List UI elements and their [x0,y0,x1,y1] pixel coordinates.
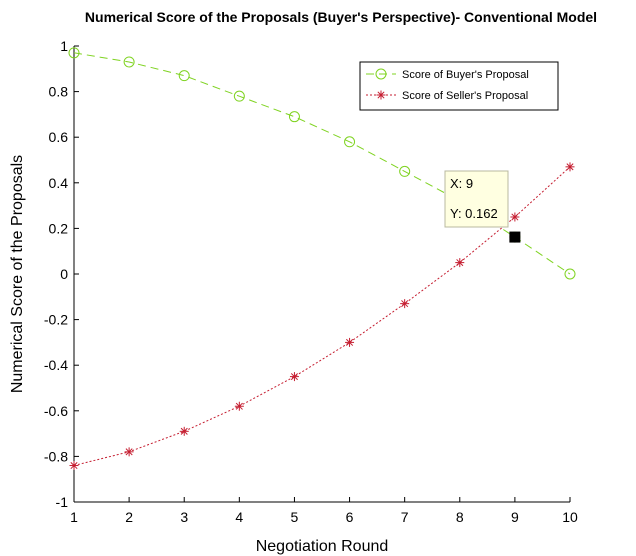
data-point [510,212,520,222]
y-tick-label: -1 [56,494,69,510]
datatip-x-text: X: 9 [450,176,473,191]
data-point [399,165,411,177]
x-tick-label: 2 [125,509,133,525]
y-tick-label: 1 [60,38,68,54]
x-tick-label: 10 [562,509,578,525]
y-tick-label: 0.4 [49,175,69,191]
y-tick-label: -0.2 [44,312,68,328]
series-seller [69,162,575,471]
data-point [68,47,80,59]
legend-entries: Score of Buyer's Proposal Score of Seller… [366,68,529,102]
y-tick-label: 0.8 [49,84,69,100]
x-axis-label: Negotiation Round [256,538,389,555]
x-ticks: 1 2 3 4 5 6 7 8 9 10 [70,497,578,525]
y-tick-label: 0 [60,266,68,282]
x-tick-label: 1 [70,509,78,525]
datatip-y-text: Y: 0.162 [450,206,498,221]
data-point [123,56,135,68]
x-tick-label: 5 [291,509,299,525]
x-tick-label: 6 [346,509,354,525]
data-point [233,90,245,102]
data-point [179,426,189,436]
data-point [565,162,575,172]
y-tick-label: -0.4 [44,357,68,373]
x-tick-label: 4 [235,509,243,525]
datatip-marker[interactable] [509,231,521,243]
datatip[interactable]: X: 9 Y: 0.162 [444,170,521,243]
data-point [455,258,465,268]
legend-label: Score of Buyer's Proposal [402,69,529,81]
y-axis-label: Numerical Score of the Proposals [9,155,26,393]
x-tick-label: 8 [456,509,464,525]
y-tick-label: -0.8 [44,448,68,464]
legend: Score of Buyer's Proposal Score of Seller… [359,61,559,111]
x-tick-label: 3 [180,509,188,525]
plot-area [74,46,570,502]
series-layer [68,47,576,471]
chart-title: Numerical Score of the Proposals (Buyer'… [85,9,597,25]
x-tick-label: 7 [401,509,409,525]
y-tick-label: 0.2 [49,220,69,236]
data-point [178,70,190,82]
legend-marker [375,68,387,80]
legend-box [359,61,559,111]
y-tick-label: -0.6 [44,403,68,419]
datatip-box [444,170,509,228]
data-point [124,447,134,457]
data-point [400,299,410,309]
data-point [345,337,355,347]
legend-label: Score of Seller's Proposal [402,90,528,102]
data-point [564,268,576,280]
data-point [69,461,79,471]
y-ticks: -1 -0.8 -0.6 -0.4 -0.2 0 0.2 0.4 0.6 0.8 1 [44,38,79,510]
data-point [234,401,244,411]
data-point [344,136,356,148]
data-point [288,111,300,123]
data-point [289,372,299,382]
y-tick-label: 0.6 [49,129,69,145]
x-tick-label: 9 [511,509,519,525]
legend-marker [376,90,386,100]
